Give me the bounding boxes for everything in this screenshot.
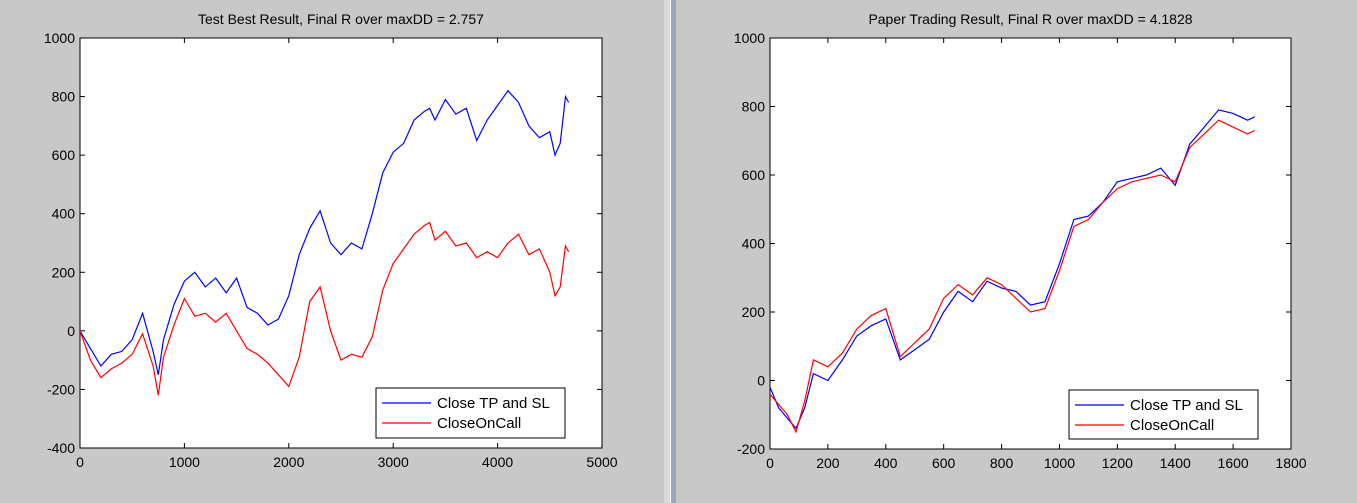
y-tick-label: -400	[47, 440, 75, 456]
pane-divider[interactable]	[664, 0, 670, 503]
x-tick-label: 1600	[1218, 455, 1249, 471]
plot-area	[79, 37, 603, 449]
y-tick-label: -200	[737, 441, 765, 457]
y-tick-label: -200	[47, 381, 75, 397]
x-tick-label: 3000	[378, 454, 409, 470]
x-tick-label: 1200	[1102, 455, 1133, 471]
x-tick-label: 0	[766, 455, 774, 471]
series-line-close-tp-and-sl	[770, 109, 1256, 430]
y-tick-label: 200	[742, 304, 766, 320]
legend-label: CloseOnCall	[1130, 417, 1214, 434]
chart-title: Paper Trading Result, Final R over maxDD…	[868, 11, 1192, 27]
chart-paper-trading-result: Paper Trading Result, Final R over maxDD…	[734, 11, 1307, 471]
series-line-closeoncall	[770, 119, 1256, 434]
legend-label: Close TP and SL	[1130, 397, 1243, 414]
left-figure-panel: Test Best Result, Final R over maxDD = 2…	[0, 0, 664, 503]
x-tick-label: 1000	[169, 454, 200, 470]
chart-test-best-result: Test Best Result, Final R over maxDD = 2…	[44, 11, 618, 470]
chart-title: Test Best Result, Final R over maxDD = 2…	[198, 11, 484, 27]
x-tick-label: 4000	[482, 454, 513, 470]
series-line-close-tp-and-sl	[80, 89, 570, 375]
legend-box	[1068, 389, 1259, 440]
y-tick-label: 600	[52, 147, 76, 163]
x-tick-label: 800	[990, 455, 1014, 471]
y-tick-label: 400	[742, 236, 766, 252]
x-tick-label: 1400	[1160, 455, 1191, 471]
x-tick-label: 1000	[1044, 455, 1075, 471]
x-tick-label: 1800	[1275, 455, 1306, 471]
y-tick-label: 0	[67, 323, 75, 339]
pane-divider-handle[interactable]	[670, 0, 676, 503]
x-tick-label: 400	[874, 455, 898, 471]
y-tick-label: 1000	[734, 30, 765, 46]
x-tick-label: 0	[76, 454, 84, 470]
legend-label: Close TP and SL	[437, 395, 550, 412]
x-tick-label: 5000	[586, 454, 617, 470]
y-tick-label: 0	[757, 373, 765, 389]
series-line-closeoncall	[80, 221, 570, 396]
x-tick-label: 200	[816, 455, 840, 471]
right-figure-panel: Paper Trading Result, Final R over maxDD…	[676, 0, 1357, 503]
y-tick-label: 600	[742, 167, 766, 183]
legend-box	[375, 387, 566, 439]
x-tick-label: 600	[932, 455, 956, 471]
y-tick-label: 200	[52, 264, 76, 280]
legend-label: CloseOnCall	[437, 415, 521, 432]
y-tick-label: 400	[52, 206, 76, 222]
y-tick-label: 800	[52, 89, 76, 105]
y-tick-label: 1000	[44, 30, 75, 46]
x-tick-label: 2000	[273, 454, 304, 470]
y-tick-label: 800	[742, 99, 766, 115]
plot-area	[769, 37, 1292, 450]
